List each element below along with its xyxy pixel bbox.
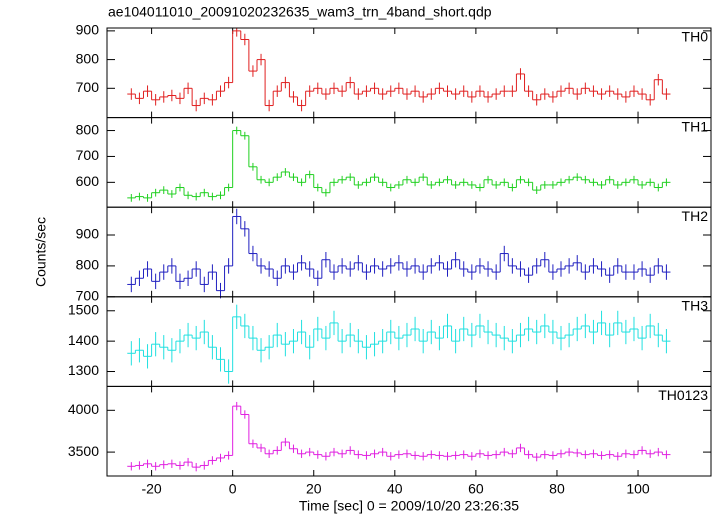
x-tick-label: 40: [387, 481, 403, 497]
series-label: TH0123: [658, 387, 708, 403]
y-tick-label: 1500: [68, 301, 99, 317]
chart-title: ae104011010_20091020232635_wam3_trn_4ban…: [108, 4, 492, 20]
x-tick-label: 80: [549, 481, 565, 497]
y-tick-label: 1400: [68, 332, 99, 348]
x-axis-label: Time [sec] 0 = 2009/10/20 23:26:35: [299, 498, 519, 514]
panel-frame: [106, 296, 712, 387]
series-label: TH1: [682, 118, 709, 134]
series-label: TH2: [682, 208, 709, 224]
y-tick-label: 700: [76, 288, 100, 304]
y-tick-label: 900: [76, 226, 100, 242]
y-tick-label: 900: [76, 22, 100, 38]
x-tick-label: -20: [141, 481, 161, 497]
y-tick-label: 800: [76, 121, 100, 137]
x-tick-label: 0: [229, 481, 237, 497]
y-tick-label: 600: [76, 173, 100, 189]
panel-frame: [106, 206, 712, 298]
series-label: TH3: [682, 298, 709, 314]
panel-frame: [106, 385, 712, 477]
y-tick-label: 1300: [68, 362, 99, 378]
x-tick-label: 20: [306, 481, 322, 497]
y-axis-label: Counts/sec: [33, 217, 49, 287]
y-tick-label: 3500: [68, 443, 99, 459]
x-tick-label: 100: [626, 481, 650, 497]
y-tick-label: 700: [76, 79, 100, 95]
series-label: TH0: [682, 29, 709, 45]
panel-frame: [106, 27, 712, 119]
y-tick-label: 800: [76, 257, 100, 273]
y-tick-label: 800: [76, 50, 100, 66]
y-tick-label: 4000: [68, 401, 99, 417]
x-tick-label: 60: [468, 481, 484, 497]
y-tick-label: 700: [76, 147, 100, 163]
panel-frame: [106, 117, 712, 208]
